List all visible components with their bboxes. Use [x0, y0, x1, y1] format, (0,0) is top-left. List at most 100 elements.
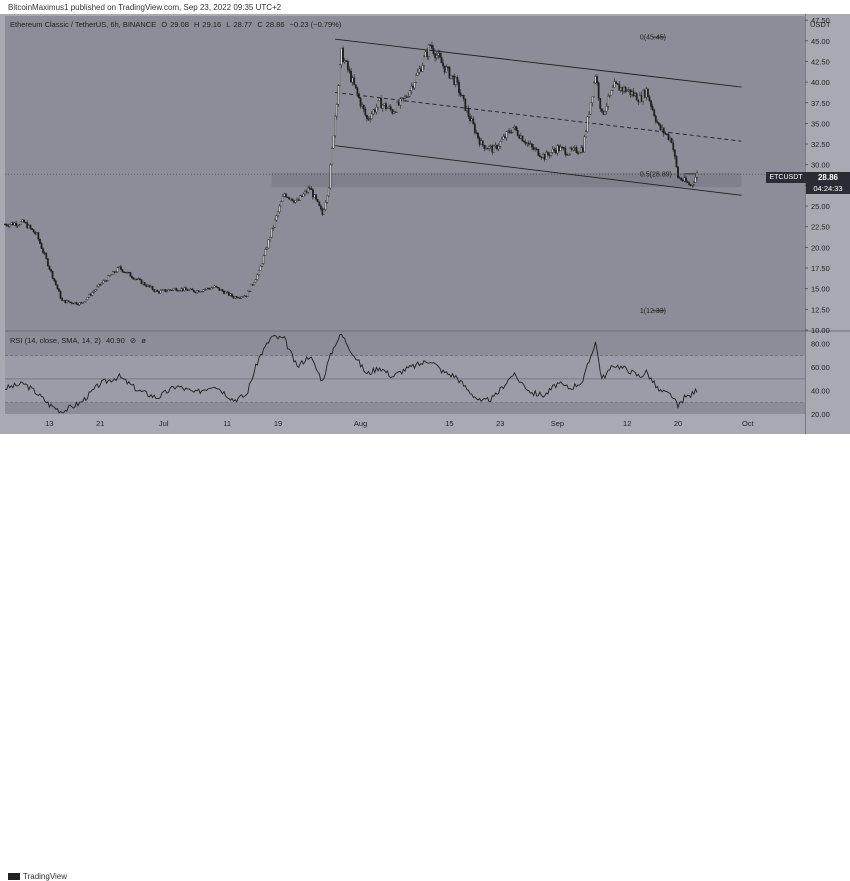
candle-body: [197, 290, 200, 293]
candle-body: [434, 53, 437, 59]
chart-svg[interactable]: 47.50 45.00 42.50 40.00 37.50 35.00 32.50 30.00…: [0, 0, 850, 434]
tradingview-logo[interactable]: TradingView: [8, 872, 67, 881]
candle-body: [134, 278, 137, 280]
candle-body: [432, 48, 435, 55]
candle-body: [361, 104, 364, 107]
candle-body: [281, 196, 284, 202]
plot-area[interactable]: [5, 16, 805, 414]
candle-body: [602, 110, 605, 115]
candle-body: [399, 98, 402, 106]
price-axis[interactable]: [805, 14, 850, 434]
candle-body: [178, 290, 181, 292]
candle-body: [291, 198, 294, 202]
candle-body: [391, 109, 394, 114]
candle-body: [596, 76, 598, 84]
candle-body: [139, 278, 141, 280]
candle-body: [570, 148, 573, 151]
candle-body: [569, 148, 571, 155]
rsi-extra-1: ⊘: [129, 336, 137, 345]
candle-body: [232, 296, 235, 299]
candle-body: [610, 90, 613, 96]
candle-body: [348, 69, 351, 72]
candle-body: [673, 149, 676, 157]
candle-body: [354, 84, 357, 89]
candle-body: [448, 66, 451, 79]
candle-body: [488, 146, 491, 149]
candle-body: [527, 142, 530, 145]
candle-body: [302, 193, 305, 197]
candle-body: [151, 286, 154, 290]
candle-body: [378, 98, 381, 102]
candle-body: [508, 130, 511, 133]
candle-body: [245, 295, 248, 297]
rsi-axis-tick-label: 80.00: [811, 340, 830, 349]
candle-body: [277, 211, 279, 216]
candle-body: [329, 164, 332, 189]
candle-body: [350, 70, 352, 83]
candle-body: [372, 109, 375, 115]
candle-body: [632, 91, 635, 97]
candle-body: [577, 152, 579, 154]
candle-body: [26, 222, 29, 229]
candle-body: [464, 98, 467, 111]
candle-body: [450, 75, 452, 79]
candle-body: [186, 289, 189, 292]
candle-body: [194, 291, 197, 293]
candle-body: [175, 288, 178, 291]
candle-body: [485, 148, 487, 150]
close-value: 28.86: [265, 20, 285, 29]
candle-body: [664, 133, 667, 135]
candle-body: [416, 72, 419, 76]
candle-body: [343, 60, 346, 63]
candle-body: [680, 177, 683, 181]
candle-body: [92, 290, 95, 293]
candle-body: [207, 287, 210, 290]
channel-upper-line: [335, 38, 742, 88]
footer: TradingView: [0, 434, 850, 881]
high-value: 29.16: [202, 20, 222, 29]
candle-body: [135, 278, 138, 280]
candle-body: [461, 94, 464, 97]
candle-body: [91, 292, 94, 296]
candle-body: [643, 90, 646, 98]
open-label: O: [161, 20, 168, 29]
candle-body: [319, 205, 322, 210]
candle-body: [242, 296, 244, 298]
rsi-legend[interactable]: RSI (14, close, SMA, 14, 2) 40.90 ⊘ ø: [10, 336, 149, 345]
price-axis-tick-label: 22.50: [811, 223, 830, 232]
candle-body: [89, 294, 92, 296]
symbol-legend[interactable]: Ethereum Classic / TetherUS, 6h, BINANCE…: [10, 20, 344, 29]
candle-body: [431, 45, 433, 49]
candle-body: [256, 274, 259, 280]
candle-body: [518, 135, 521, 139]
candle-body: [397, 101, 400, 106]
candle-body: [32, 229, 35, 233]
candle-body: [16, 225, 19, 227]
candle-body: [19, 221, 22, 225]
candle-body: [470, 118, 473, 122]
candle-body: [510, 132, 513, 134]
candle-body: [224, 291, 227, 294]
price-axis-tick-label: 10.00: [811, 326, 830, 335]
time-axis-tick-label: 13: [45, 419, 53, 428]
candle-body: [67, 300, 70, 303]
candle-body: [181, 288, 184, 291]
candle-body: [251, 284, 254, 286]
candle-body: [408, 90, 411, 97]
candle-body: [502, 136, 505, 140]
candle-body: [273, 219, 276, 228]
fib-level-bottom-label: 1(12.33): [640, 308, 666, 315]
price-axis-tick-label: 20.00: [811, 243, 830, 252]
candle-body: [666, 133, 668, 135]
candle-body: [272, 227, 275, 229]
candle-body: [402, 97, 405, 99]
candle-body: [340, 47, 343, 66]
candle-body: [267, 239, 270, 249]
candle-body: [23, 219, 25, 223]
candle-body: [154, 289, 157, 292]
candle-body: [497, 145, 500, 150]
candle-body: [608, 95, 611, 97]
candle-body: [351, 77, 354, 83]
candle-body: [442, 62, 444, 67]
